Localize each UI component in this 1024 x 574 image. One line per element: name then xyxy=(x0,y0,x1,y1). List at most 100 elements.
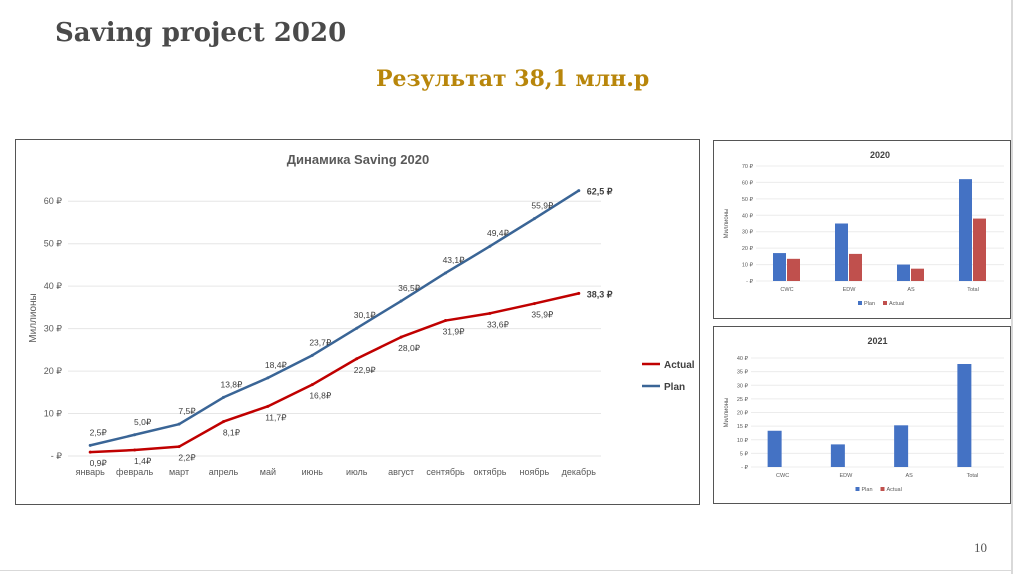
data-label-plan: 13,8₽ xyxy=(220,379,243,389)
y-tick-label: 35 ₽ xyxy=(737,369,749,376)
data-label-plan: 49,4₽ xyxy=(487,228,510,238)
x-tick-label: EDW xyxy=(839,473,853,479)
y-tick-label: 30 ₽ xyxy=(737,382,749,389)
data-point-plan xyxy=(444,271,448,275)
y-axis-title: Миллионы xyxy=(28,293,39,342)
y-tick-label: 20 ₽ xyxy=(737,410,749,417)
x-tick-label: Total xyxy=(967,287,979,293)
bar-chart-title: 2021 xyxy=(867,336,887,346)
data-label-plan: 7,5₽ xyxy=(178,406,196,416)
x-tick-label: CWC xyxy=(780,287,793,293)
bar-chart-2020-panel: 2020 Миллионы - ₽ 10 ₽ 20 ₽ 30 ₽ 40 ₽ 50 ₽ 60 ₽ 7… xyxy=(713,140,1011,319)
y-axis-title: Миллионы xyxy=(724,398,730,428)
bar-actual xyxy=(787,258,800,281)
data-point-plan xyxy=(355,326,359,330)
y-tick-label: - ₽ xyxy=(741,464,748,471)
x-tick-label: Total xyxy=(967,473,979,479)
x-tick-label: EDW xyxy=(843,287,857,293)
x-tick-label: AS xyxy=(907,287,915,293)
bar-chart-title: 2020 xyxy=(870,150,890,160)
y-tick-label: 40 ₽ xyxy=(742,212,754,219)
y-axis-title: Миллионы xyxy=(724,209,730,239)
bar-plan xyxy=(957,363,972,467)
data-label-plan: 5,0₽ xyxy=(134,417,152,427)
bottom-edge-rule xyxy=(0,570,1011,571)
y-tick-label: 50 ₽ xyxy=(44,239,63,249)
bar-plan xyxy=(897,264,910,281)
y-tick-label: 20 ₽ xyxy=(742,245,754,252)
data-label-plan: 23,7₽ xyxy=(309,337,332,347)
data-label-plan: 36,5₽ xyxy=(398,283,421,293)
x-tick-label: AS xyxy=(905,473,913,479)
data-label-actual: 2,2₽ xyxy=(178,453,196,463)
data-label-actual: 16,8₽ xyxy=(309,391,332,401)
y-tick-label: 30 ₽ xyxy=(742,229,754,236)
legend-label-actual: Actual xyxy=(664,360,695,371)
y-tick-label: - ₽ xyxy=(746,278,753,285)
x-tick-label: март xyxy=(169,467,189,477)
data-label-actual: 35,9₽ xyxy=(531,310,554,320)
data-point-actual xyxy=(177,445,181,449)
legend-label-plan: Plan xyxy=(664,382,685,393)
y-tick-label: 40 ₽ xyxy=(737,355,749,362)
series-line-plan xyxy=(89,189,580,447)
data-label-plan: 55,9₽ xyxy=(531,201,554,211)
legend-label-plan: Plan xyxy=(862,487,873,493)
x-tick-label: июль xyxy=(346,467,368,477)
x-tick-label: октябрь xyxy=(474,467,507,477)
data-point-plan xyxy=(310,353,314,357)
data-point-actual xyxy=(444,319,448,323)
y-tick-label: 5 ₽ xyxy=(740,450,749,457)
data-point-actual xyxy=(88,450,92,454)
bar-chart-2020: 2020 Миллионы - ₽ 10 ₽ 20 ₽ 30 ₽ 40 ₽ 50 ₽ 60 ₽ 7… xyxy=(724,150,1004,307)
bar-plan xyxy=(894,425,909,467)
bar-chart-2021-panel: 2021 Миллионы - ₽ 5 ₽ 10 ₽ 15 ₽ 20 ₽ 25 ₽ 30 ₽ 35… xyxy=(713,326,1011,504)
x-tick-label: ноябрь xyxy=(520,467,550,477)
data-label-actual: 38,3 ₽ xyxy=(587,289,613,299)
legend-swatch-actual xyxy=(883,301,887,305)
legend-swatch-plan xyxy=(855,487,860,491)
x-tick-label: июнь xyxy=(302,467,324,477)
data-label-plan: 2,5₽ xyxy=(90,427,108,437)
x-tick-label: май xyxy=(260,467,276,477)
x-tick-label: сентябрь xyxy=(426,467,465,477)
chart-title: Динамика Saving 2020 xyxy=(287,152,429,167)
data-point-actual xyxy=(266,404,270,408)
bar-plan xyxy=(830,444,845,467)
x-tick-label: январь xyxy=(76,467,106,477)
y-tick-label: - ₽ xyxy=(51,451,62,461)
data-label-actual: 11,7₽ xyxy=(265,412,287,422)
data-point-plan xyxy=(88,443,92,447)
bar-actual xyxy=(849,253,862,281)
bar-plan xyxy=(835,223,848,281)
bar-plan xyxy=(959,179,972,281)
x-tick-label: апрель xyxy=(209,467,239,477)
data-label-actual: 0,9₽ xyxy=(90,458,108,468)
data-point-actual xyxy=(355,357,359,361)
bar-chart-2021: 2021 Миллионы - ₽ 5 ₽ 10 ₽ 15 ₽ 20 ₽ 25 ₽ 30 ₽ 35… xyxy=(724,336,1004,493)
data-point-actual xyxy=(577,291,581,295)
y-tick-label: 25 ₽ xyxy=(737,396,749,403)
data-label-plan: 30,1₽ xyxy=(354,310,377,320)
x-tick-label: CWC xyxy=(776,473,789,479)
data-point-plan xyxy=(133,433,137,437)
bar-plan xyxy=(767,430,782,467)
data-point-plan xyxy=(266,376,270,380)
data-point-plan xyxy=(177,422,181,426)
y-tick-label: 70 ₽ xyxy=(742,163,754,170)
data-label-actual: 33,6₽ xyxy=(487,319,510,329)
y-tick-label: 60 ₽ xyxy=(742,179,754,186)
y-tick-label: 50 ₽ xyxy=(742,196,754,203)
y-tick-label: 30 ₽ xyxy=(44,324,63,334)
data-point-actual xyxy=(532,302,536,306)
data-point-actual xyxy=(399,335,403,339)
bar-actual xyxy=(973,218,986,281)
data-point-actual xyxy=(310,383,314,387)
data-point-plan xyxy=(488,244,492,248)
data-point-actual xyxy=(133,448,137,452)
data-label-actual: 28,0₽ xyxy=(398,343,421,353)
result-subtitle: Результат 38,1 млн.р xyxy=(376,66,650,92)
main-chart-panel: Динамика Saving 2020 Миллионы - ₽ 10 ₽ 20 ₽ 3… xyxy=(15,139,700,505)
y-tick-label: 10 ₽ xyxy=(737,437,749,444)
data-point-plan xyxy=(532,217,536,221)
